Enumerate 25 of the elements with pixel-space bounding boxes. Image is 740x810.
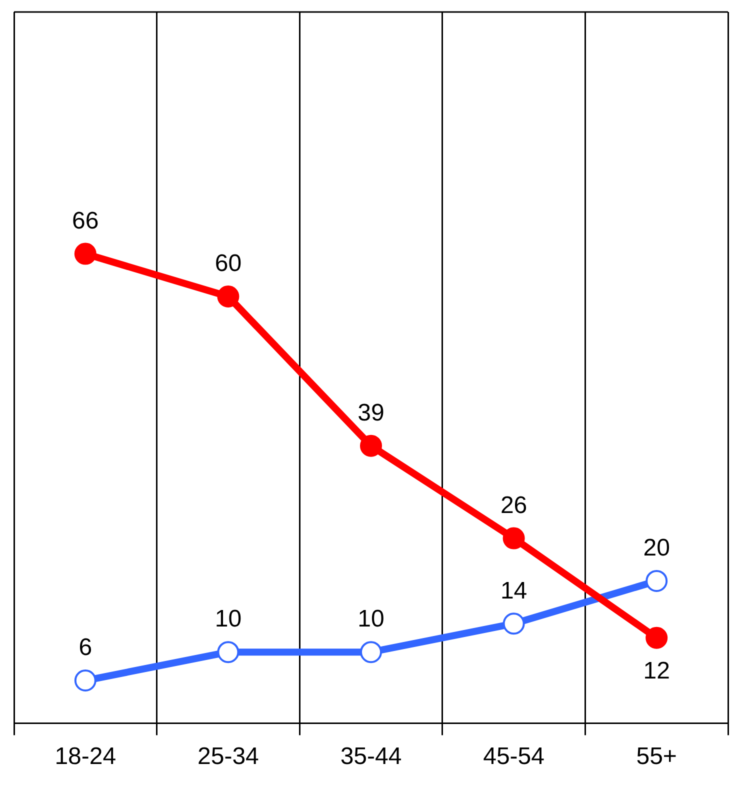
data-label: 10 <box>214 606 242 633</box>
data-label: 10 <box>358 606 384 633</box>
point <box>502 527 525 550</box>
data-label: 6 <box>78 634 92 662</box>
x-tick-label: 35-44 <box>340 743 402 770</box>
point <box>360 434 382 457</box>
point <box>217 285 240 308</box>
data-label: 60 <box>214 250 242 278</box>
data-label: 26 <box>500 492 528 519</box>
data-label: 20 <box>643 534 670 562</box>
x-tick-label: 55+ <box>636 743 677 770</box>
data-label: 39 <box>358 399 384 426</box>
point <box>74 670 96 692</box>
data-label: 14 <box>500 577 528 604</box>
point <box>646 570 668 592</box>
data-label: 66 <box>72 207 99 234</box>
x-tick-label: 18-24 <box>54 743 116 770</box>
point <box>360 641 382 664</box>
point <box>217 641 240 664</box>
point <box>502 612 525 635</box>
point <box>74 242 96 265</box>
x-tick-label: 25-34 <box>198 743 259 770</box>
point <box>646 626 668 649</box>
data-label: 12 <box>643 657 670 684</box>
x-tick-label: 45-54 <box>483 743 544 770</box>
